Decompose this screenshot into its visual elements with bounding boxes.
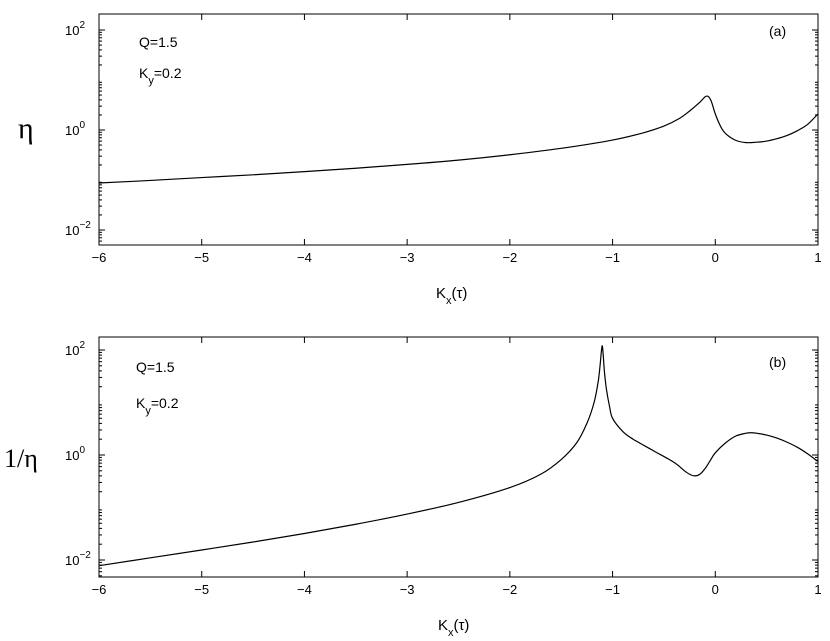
plot-frame-b: [98, 336, 819, 578]
y-tick-label-b: 10−2: [65, 550, 91, 568]
eta-curve: [98, 95, 819, 184]
panel-label-b: (b): [769, 354, 786, 370]
y-tick-label-a: 100: [65, 120, 85, 138]
x-tick-label-b: −1: [605, 582, 620, 597]
plot-frame-a: [98, 13, 819, 246]
x-tick-label-b: −2: [502, 582, 517, 597]
q-annotation-b: Q=1.5: [136, 359, 175, 375]
x-tick-label-a: 0: [712, 250, 719, 265]
axis-ticks-a: −6 −5 −4 −3 −2 −1 0 1 10−2 100 102: [65, 14, 822, 265]
y-axis-label-a: η: [18, 112, 34, 145]
y-tick-label-b: 102: [65, 340, 85, 358]
x-tick-label-b: −6: [92, 582, 107, 597]
x-axis-label-a: Kx(τ): [436, 285, 467, 307]
q-annotation-a: Q=1.5: [139, 34, 178, 50]
x-tick-label-b: 1: [814, 582, 821, 597]
panel-a: −6 −5 −4 −3 −2 −1 0 1 10−2 100 102 (a) Q=1.5 Ky=0.…: [18, 13, 822, 307]
inverse-eta-curve: [98, 345, 819, 567]
x-tick-label-a: 1: [814, 250, 821, 265]
x-tick-label-a: −6: [92, 250, 107, 265]
x-tick-label-b: −4: [297, 582, 312, 597]
x-tick-label-b: −5: [194, 582, 209, 597]
x-tick-label-b: 0: [712, 582, 719, 597]
y-axis-label-b: 1/η: [4, 444, 38, 473]
ky-annotation-a: Ky=0.2: [139, 65, 182, 87]
ky-annotation-b: Ky=0.2: [136, 395, 179, 417]
panel-label-a: (a): [769, 23, 786, 39]
x-tick-label-b: −3: [400, 582, 415, 597]
x-tick-label-a: −5: [194, 250, 209, 265]
y-tick-label-b: 100: [65, 445, 85, 463]
axis-ticks-b: −6 −5 −4 −3 −2 −1 0 1 10−2 100 102: [65, 337, 822, 597]
panel-b: −6 −5 −4 −3 −2 −1 0 1 10−2 100 102 (b) Q=1.5 Ky=0.…: [4, 336, 822, 639]
y-tick-label-a: 10−2: [65, 220, 91, 238]
x-tick-label-a: −3: [400, 250, 415, 265]
y-tick-label-a: 102: [65, 20, 85, 38]
x-tick-label-a: −4: [297, 250, 312, 265]
x-tick-label-a: −2: [502, 250, 517, 265]
x-axis-label-b: Kx(τ): [438, 617, 469, 639]
x-tick-label-a: −1: [605, 250, 620, 265]
